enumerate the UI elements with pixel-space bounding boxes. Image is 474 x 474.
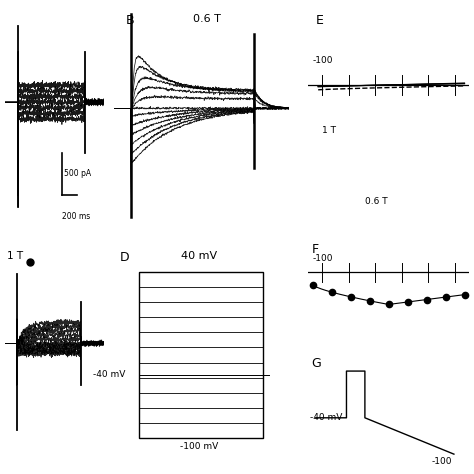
Text: -100: -100 [431,457,452,466]
Bar [139,272,263,438]
Text: 0.6 T: 0.6 T [192,14,220,24]
Text: 1 T: 1 T [322,126,337,135]
Text: G: G [311,356,321,370]
Text: D: D [119,251,129,264]
Text: -40 mV: -40 mV [93,371,125,380]
Text: 40 mV: 40 mV [181,251,217,261]
Text: -100 mV: -100 mV [180,442,218,451]
Text: -40 mV: -40 mV [310,413,342,422]
Text: -100: -100 [313,56,333,65]
Text: E: E [316,14,324,27]
Text: -100: -100 [313,254,333,263]
Text: 1 T: 1 T [7,251,23,261]
Text: B: B [126,14,135,27]
Text: 500 pA: 500 pA [64,169,91,178]
Text: 200 ms: 200 ms [63,212,91,221]
Text: 0.6 T: 0.6 T [365,197,388,206]
Text: F: F [311,243,319,256]
